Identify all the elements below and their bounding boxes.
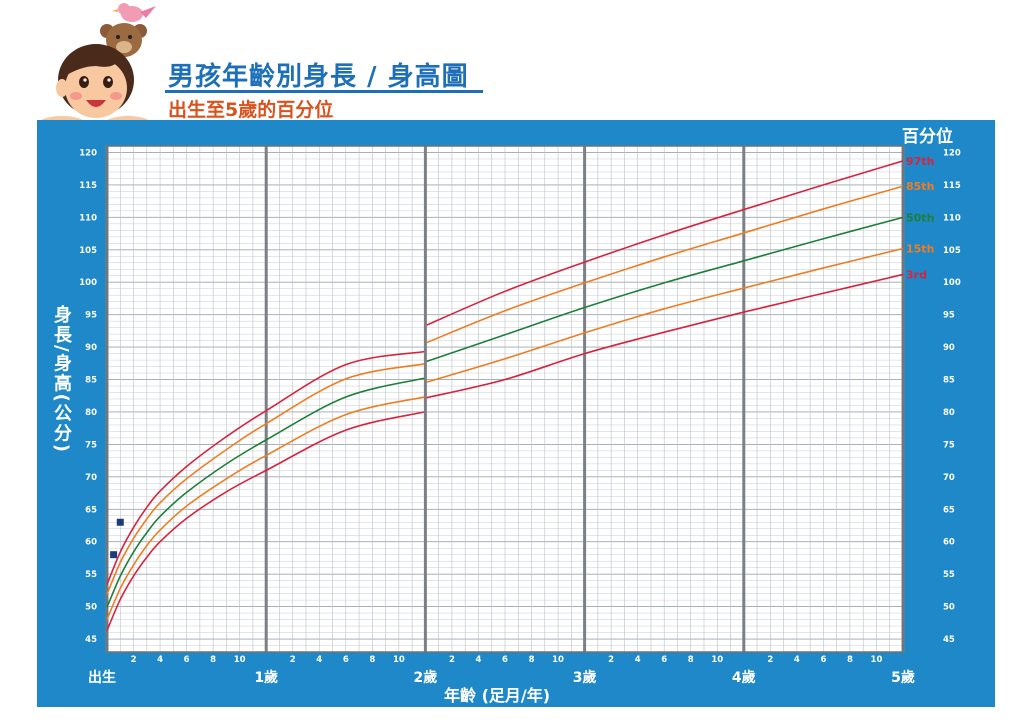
y-tick-label-right: 115 (943, 181, 961, 191)
y-tick-label-left: 70 (85, 473, 97, 483)
y-tick-label-left: 85 (85, 376, 97, 386)
x-tick-label-month: 6 (343, 655, 349, 665)
y-tick-label-right: 105 (943, 246, 961, 256)
y-tick-label-right: 55 (943, 570, 955, 580)
data-point-marker (116, 518, 124, 526)
x-tick-label-month: 6 (820, 655, 826, 665)
percentile-header: 百分位 (902, 127, 953, 147)
x-tick-label-month: 2 (290, 655, 296, 665)
y-tick-label-left: 110 (79, 213, 97, 223)
mascot-illustration (38, 3, 156, 132)
y-tick-label-right: 110 (943, 213, 961, 223)
percentile-curve-97th-under2 (106, 350, 425, 585)
y-tick-label-right: 70 (943, 473, 955, 483)
percentile-curve-3rd-under2 (106, 411, 425, 631)
percentile-curve-97th-over2 (426, 160, 904, 326)
y-tick-label-right: 100 (943, 278, 961, 288)
percentile-label: 15th (906, 242, 934, 255)
y-tick-label-left: 60 (85, 538, 97, 548)
x-tick-label-year: 4歲 (732, 669, 756, 686)
x-tick-label-month: 4 (476, 655, 482, 665)
x-tick-label-month: 10 (552, 655, 564, 665)
x-tick-label-month: 4 (794, 655, 800, 665)
y-axis-label: 身長/身高(公分) (51, 305, 72, 455)
percentile-curve-50th-under2 (106, 377, 425, 608)
x-tick-label-month: 8 (210, 655, 216, 665)
x-axis-label: 年齡 (足月/年) (444, 686, 551, 705)
y-tick-label-left: 90 (85, 343, 97, 353)
x-tick-label-month: 6 (661, 655, 667, 665)
y-tick-label-right: 75 (943, 440, 955, 450)
x-tick-label-year: 1歲 (254, 669, 278, 686)
y-tick-label-right: 120 (943, 148, 961, 158)
x-tick-label-month: 8 (529, 655, 535, 665)
data-point-marker (110, 551, 118, 559)
plot-border (106, 145, 904, 653)
y-tick-label-left: 115 (79, 181, 97, 191)
x-tick-label-month: 10 (234, 655, 246, 665)
y-tick-label-right: 95 (943, 311, 955, 321)
x-tick-label-year: 出生 (88, 669, 116, 686)
x-tick-label-month: 10 (393, 655, 405, 665)
y-tick-label-left: 65 (85, 505, 97, 515)
y-tick-label-left: 105 (79, 246, 97, 256)
x-tick-label-month: 8 (369, 655, 375, 665)
percentile-curve-85th-under2 (106, 363, 425, 595)
y-tick-label-left: 50 (85, 603, 97, 613)
y-tick-label-right: 80 (943, 408, 955, 418)
percentile-label: 97th (906, 155, 934, 168)
y-tick-label-left: 75 (85, 440, 97, 450)
y-tick-label-right: 85 (943, 376, 955, 386)
percentile-curve-85th-over2 (426, 185, 904, 344)
percentile-curve-50th-over2 (426, 216, 904, 363)
percentile-curve-3rd-over2 (426, 273, 904, 399)
y-tick-label-right: 90 (943, 343, 955, 353)
x-tick-label-year: 3歲 (573, 669, 597, 686)
x-tick-label-year: 5歲 (891, 669, 915, 686)
x-tick-label-month: 6 (184, 655, 190, 665)
x-tick-label-month: 8 (688, 655, 694, 665)
chart-title: 男孩年齡別身長 / 身高圖 (168, 62, 469, 92)
x-tick-label-month: 2 (131, 655, 137, 665)
y-tick-label-left: 95 (85, 311, 97, 321)
x-tick-label-month: 2 (767, 655, 773, 665)
boy-face-icon (56, 44, 134, 118)
x-tick-label-month: 2 (608, 655, 614, 665)
chart-subtitle: 出生至5歲的百分位 (168, 99, 334, 121)
x-tick-label-month: 4 (635, 655, 641, 665)
y-tick-label-left: 120 (79, 148, 97, 158)
bird-icon (112, 3, 156, 22)
x-tick-label-year: 2歲 (414, 669, 438, 686)
x-tick-label-month: 10 (711, 655, 723, 665)
x-tick-label-month: 6 (502, 655, 508, 665)
y-tick-label-left: 55 (85, 570, 97, 580)
percentile-label: 50th (906, 211, 934, 224)
x-tick-label-month: 8 (847, 655, 853, 665)
percentile-curve-15th-under2 (106, 396, 425, 620)
y-tick-label-left: 80 (85, 408, 97, 418)
title-underline (165, 90, 483, 93)
x-tick-label-month: 4 (157, 655, 163, 665)
y-tick-label-right: 45 (943, 635, 955, 645)
y-tick-label-right: 65 (943, 505, 955, 515)
percentile-curve-15th-over2 (426, 247, 904, 383)
x-tick-label-month: 4 (316, 655, 322, 665)
y-tick-label-left: 100 (79, 278, 97, 288)
x-tick-label-month: 2 (449, 655, 455, 665)
y-tick-label-left: 45 (85, 635, 97, 645)
x-tick-label-month: 10 (871, 655, 883, 665)
percentile-label: 85th (906, 180, 934, 193)
y-tick-label-right: 50 (943, 603, 955, 613)
percentile-label: 3rd (906, 268, 927, 281)
teddy-bear-icon (100, 23, 147, 57)
y-tick-label-right: 60 (943, 538, 955, 548)
